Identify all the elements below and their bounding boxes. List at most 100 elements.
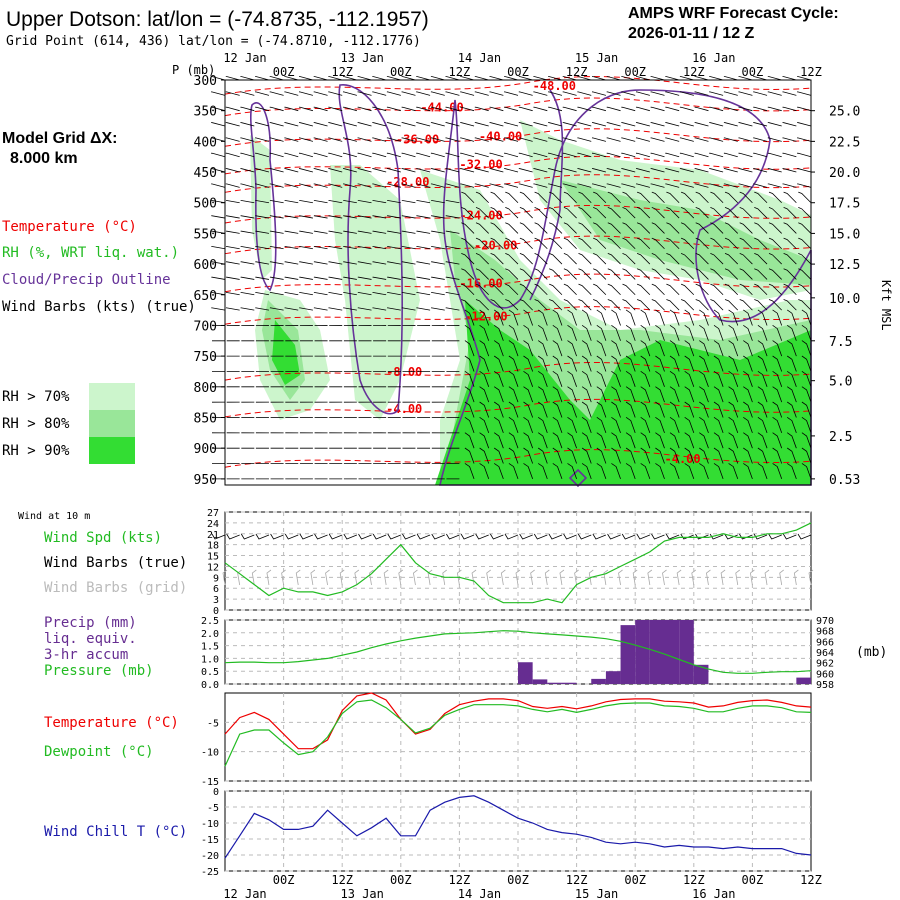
pressure-tick: 962 (816, 659, 834, 670)
wind-chill-label: Wind Chill T (°C) (44, 824, 187, 840)
wind-barb (445, 152, 460, 158)
wind-barb (537, 309, 548, 326)
wind-barb (679, 137, 694, 142)
surface-wind-barb (563, 533, 577, 540)
wind-barb (493, 309, 504, 326)
wind-barb (284, 152, 299, 158)
wind-barb (284, 261, 299, 265)
pressure-tick-500: 500 (194, 197, 217, 212)
wind-barb (211, 168, 226, 173)
wind-barb (284, 91, 299, 96)
wind-barb (401, 200, 416, 204)
wind-barb (533, 183, 548, 188)
value-tick: -20 (201, 851, 219, 862)
wind-barb (754, 222, 768, 234)
wind-barb (757, 416, 768, 433)
wind-barb (625, 463, 636, 479)
time-tick-bottom: 00Z (742, 873, 764, 887)
wind-barb (669, 340, 680, 357)
wind-barb (523, 324, 534, 341)
wind-barb (577, 137, 592, 142)
wind-barb (596, 324, 607, 341)
wind-barb (596, 416, 607, 433)
wind-barb (724, 283, 739, 296)
wind-barb (783, 299, 797, 311)
wind-barb (625, 432, 636, 449)
wind-barb (680, 222, 695, 234)
wind-barb (357, 168, 372, 173)
wind-barb (357, 292, 372, 296)
wind-barb (713, 355, 724, 372)
wind-barb (563, 268, 577, 280)
wind-barb (474, 168, 489, 173)
wind-barb (757, 355, 768, 372)
wind-barb (269, 200, 284, 204)
wind-barb (445, 307, 460, 311)
wind-barb (581, 432, 592, 449)
wind-barb (313, 307, 328, 311)
wind-barb (342, 122, 357, 127)
precip-bar (561, 682, 577, 684)
wind-barb (772, 370, 783, 387)
wind-barb (508, 309, 519, 326)
surface-wind-barb (548, 533, 563, 540)
wind-barb (519, 191, 533, 204)
wind-barb (490, 222, 504, 234)
time-tick-bottom: 00Z (390, 873, 412, 887)
wind-barb (549, 299, 563, 311)
time-tick-bottom: 12Z (800, 873, 822, 887)
wind-barb (461, 207, 475, 219)
wind-barb (695, 222, 709, 234)
wind-barb (416, 122, 431, 127)
wind-barb (357, 76, 372, 81)
wind-barb (578, 237, 592, 250)
wind-barb (562, 106, 577, 112)
wind-barb (783, 268, 797, 280)
wind-barb (504, 152, 519, 158)
wind-barb (724, 299, 739, 311)
wind-barb (684, 447, 695, 464)
time-tick-top: 12Z (331, 65, 353, 79)
wind-barb (518, 168, 533, 173)
wind-barb (728, 370, 739, 387)
wind-barb (401, 261, 416, 265)
wind-barb (479, 324, 490, 341)
temperature-contour-label: -32.00 (459, 158, 502, 172)
wind-barb (431, 230, 445, 234)
surface-wind-barb (665, 533, 680, 540)
wind-barb (684, 355, 695, 372)
wind-barb (581, 463, 592, 480)
wind-barb (798, 268, 812, 280)
wind-barb (474, 76, 489, 81)
value-tick: -15 (201, 777, 219, 788)
wind-barb (479, 432, 490, 449)
wind-chill-line (224, 795, 812, 859)
wind-barb (797, 91, 812, 96)
wind-barb (754, 237, 768, 250)
wind-barb (581, 416, 592, 433)
wind-barb (801, 416, 812, 433)
wind-barb (739, 253, 753, 265)
wind-barb (743, 355, 753, 372)
wind-barb (372, 91, 387, 96)
cloud-outline (249, 102, 277, 292)
wind-barb (699, 401, 709, 418)
temperature-contour-label: -12.00 (464, 309, 507, 323)
surface-wind-barb (328, 533, 343, 540)
wind-barb (593, 299, 607, 311)
wind-barb (650, 106, 665, 112)
wind-barb (537, 324, 548, 341)
wind-barb (611, 370, 621, 387)
wind-barb (479, 309, 490, 326)
surface-wind-barb (592, 533, 607, 540)
wind-barb (519, 222, 533, 234)
wind-barb (710, 253, 724, 265)
wind-barb (328, 261, 343, 265)
wind-barb (797, 137, 812, 142)
wind-barb (479, 355, 490, 372)
wind-barb (798, 283, 812, 296)
wind-barb (743, 432, 753, 449)
height-tick: 20.0 (829, 166, 860, 181)
wind-barb (489, 168, 504, 173)
wind-barb (342, 137, 357, 142)
